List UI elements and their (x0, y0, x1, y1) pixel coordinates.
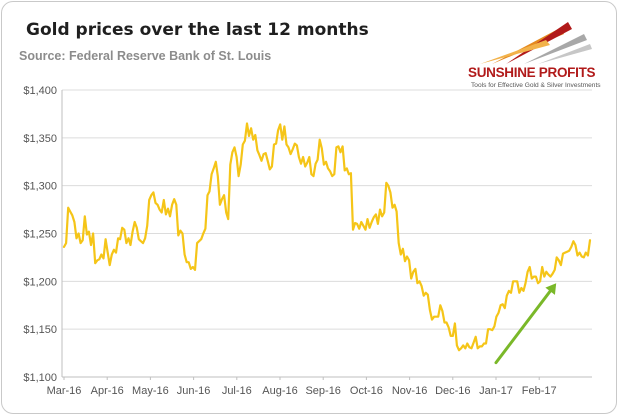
trend-arrow-shaft (494, 289, 552, 365)
y-tick-label: $1,200 (23, 276, 57, 288)
logo-tagline: Tools for Effective Gold & Silver Invest… (471, 82, 601, 89)
y-tick-label: $1,100 (23, 372, 57, 384)
logo-sun-icon (480, 22, 592, 64)
series (62, 122, 592, 352)
chart-title: Gold prices over the last 12 months (26, 20, 369, 40)
x-tick-label: Mar-16 (47, 385, 82, 397)
x-tick-label: Dec-16 (435, 385, 470, 397)
trend-arrow-head (545, 283, 557, 295)
x-tick-label: Oct-16 (350, 385, 383, 397)
x-tick-label: Sep-16 (305, 385, 340, 397)
sunshine-profits-logo: SUNSHINE PROFITS Tools for Effective Gol… (468, 14, 608, 94)
annotations (494, 283, 557, 365)
chart-source: Source: Federal Reserve Bank of St. Loui… (19, 49, 272, 63)
x-tick-label: Nov-16 (392, 385, 427, 397)
grid-lines (62, 89, 592, 330)
y-axis-labels: $1,100 $1,150 $1,200 $1,250 $1,300 $1,350 $1,4… (23, 85, 57, 384)
gold-price-line (62, 122, 592, 352)
y-tick-label: $1,150 (23, 324, 57, 336)
x-tick-label: May-16 (132, 385, 169, 397)
y-tick-label: $1,300 (23, 181, 57, 193)
logo-name: SUNSHINE PROFITS (468, 65, 596, 80)
x-tick-label: Jan-17 (479, 385, 513, 397)
x-tick-label: Jul-16 (222, 385, 252, 397)
y-tick-label: $1,350 (23, 133, 57, 145)
x-tick-label: Aug-16 (262, 385, 297, 397)
y-tick-label: $1,250 (23, 229, 57, 241)
x-axis-labels: Mar-16 Apr-16 May-16 Jun-16 Jul-16 Aug-16 Sep-… (47, 377, 557, 397)
x-tick-label: Feb-17 (522, 385, 557, 397)
x-tick-label: Jun-16 (177, 385, 211, 397)
y-tick-label: $1,400 (23, 85, 57, 97)
x-tick-label: Apr-16 (91, 385, 124, 397)
